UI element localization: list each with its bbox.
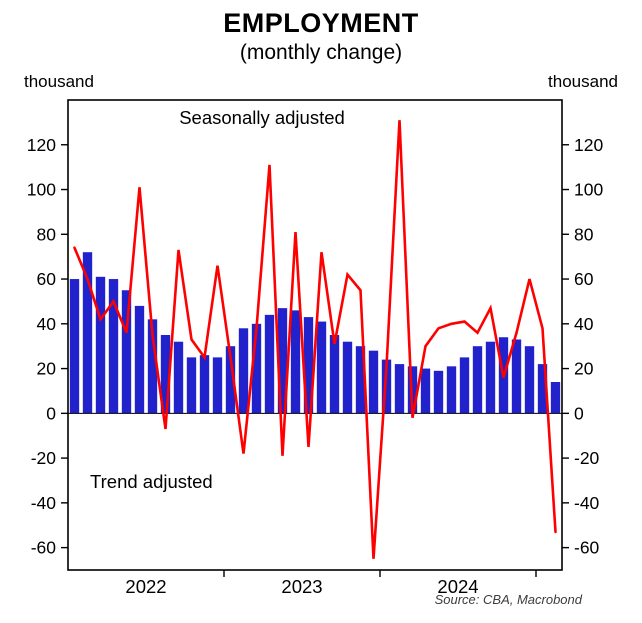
y-tick-label-right: -20 bbox=[574, 448, 600, 468]
bar bbox=[459, 357, 470, 414]
bar bbox=[511, 339, 522, 414]
plot-frame bbox=[67, 99, 563, 571]
bar bbox=[537, 364, 548, 414]
y-tick-label-right: 100 bbox=[574, 180, 603, 200]
y-axis-ticks: -60 -60 -40 -40 -20 -20 0 0 20 20 40 40 60 60 80 80 100 1… bbox=[27, 135, 604, 558]
bar bbox=[251, 323, 262, 414]
y-tick-label-left: 0 bbox=[46, 403, 56, 423]
bar bbox=[290, 310, 301, 414]
bar bbox=[472, 346, 483, 414]
bar bbox=[433, 370, 444, 414]
y-tick-label-right: -40 bbox=[574, 493, 600, 513]
bar bbox=[342, 341, 353, 414]
bar bbox=[134, 305, 145, 414]
chart-subtitle: (monthly change) bbox=[239, 41, 403, 64]
y-tick-label-right: 40 bbox=[574, 314, 594, 334]
bar bbox=[108, 279, 119, 414]
y-tick-label-right: 60 bbox=[574, 269, 594, 289]
bar bbox=[277, 308, 288, 414]
y-axis-unit-left: thousand bbox=[24, 72, 94, 91]
bar bbox=[225, 346, 236, 414]
x-axis-year-label: 2023 bbox=[281, 576, 322, 597]
y-tick-label-left: 60 bbox=[37, 269, 57, 289]
bar bbox=[173, 341, 184, 414]
bar bbox=[121, 290, 132, 414]
y-tick-label-right: 120 bbox=[574, 135, 603, 155]
bar bbox=[95, 276, 106, 414]
y-tick-label-left: 20 bbox=[37, 359, 57, 379]
bar bbox=[329, 335, 340, 414]
y-tick-label-left: -40 bbox=[31, 493, 57, 513]
y-tick-label-left: 120 bbox=[27, 135, 56, 155]
bars-trend-adjusted bbox=[69, 252, 561, 414]
line-seasonally-adjusted bbox=[73, 120, 557, 559]
y-tick-label-right: 80 bbox=[574, 224, 594, 244]
y-tick-label-right: -60 bbox=[574, 538, 600, 558]
bar bbox=[199, 355, 210, 414]
y-tick-label-left: 40 bbox=[37, 314, 57, 334]
x-axis-ticks bbox=[223, 570, 537, 577]
x-axis-year-label: 2022 bbox=[125, 576, 166, 597]
y-tick-label-left: -60 bbox=[31, 538, 57, 558]
bar bbox=[524, 346, 535, 414]
bar bbox=[238, 328, 249, 414]
series-label-trend-adjusted: Trend adjusted bbox=[90, 471, 213, 492]
y-tick-label-left: 100 bbox=[27, 180, 56, 200]
bar bbox=[186, 357, 197, 414]
series-label-seasonally-adjusted: Seasonally adjusted bbox=[179, 107, 345, 128]
y-tick-label-right: 0 bbox=[574, 403, 584, 423]
y-tick-label-right: 20 bbox=[574, 359, 594, 379]
bar bbox=[147, 319, 158, 414]
bar bbox=[420, 368, 431, 414]
bar bbox=[485, 341, 496, 414]
y-axis-unit-right: thousand bbox=[548, 72, 618, 91]
source-note: Source: CBA, Macrobond bbox=[434, 592, 582, 607]
bar bbox=[550, 382, 561, 414]
bar bbox=[368, 350, 379, 414]
bar bbox=[212, 357, 223, 414]
y-tick-label-left: 80 bbox=[37, 224, 57, 244]
bar bbox=[160, 335, 171, 414]
chart-title: EMPLOYMENT bbox=[223, 8, 419, 38]
bar bbox=[69, 279, 80, 414]
bar bbox=[381, 359, 392, 414]
bar bbox=[316, 321, 327, 414]
bar bbox=[355, 346, 366, 414]
bar bbox=[82, 252, 93, 414]
x-axis-year-label: 2024 bbox=[437, 576, 478, 597]
bar bbox=[264, 314, 275, 414]
bar bbox=[394, 364, 405, 414]
bar bbox=[446, 366, 457, 414]
bar bbox=[303, 317, 314, 414]
y-tick-label-left: -20 bbox=[31, 448, 57, 468]
